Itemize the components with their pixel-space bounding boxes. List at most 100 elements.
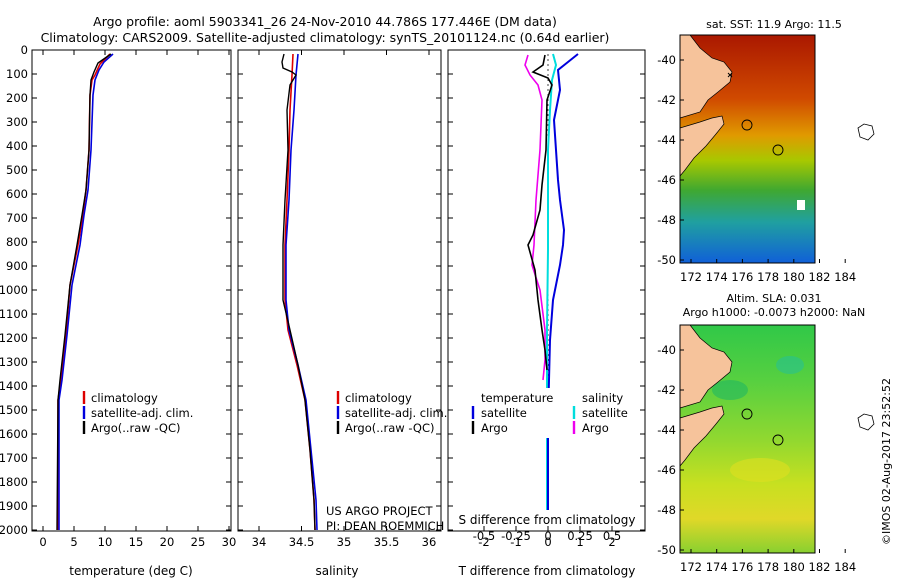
s-tick-label: 0: [544, 529, 551, 543]
sal-legend-argo: Argo(..raw -QC): [345, 421, 435, 435]
salinity-satellite-line: [285, 53, 318, 531]
pi-label: PI: DEAN ROEMMICH: [326, 519, 444, 533]
depth-tick-label: 100: [6, 67, 28, 81]
x-tick-label: 0: [39, 535, 46, 549]
lon-tick-label: 172: [680, 270, 702, 284]
depth-tick-label: 1400: [0, 379, 28, 393]
sst-map-title: sat. SST: 11.9 Argo: 11.5: [706, 18, 842, 31]
depth-tick-label: 1500: [0, 403, 28, 417]
diff-legend-argo-t: Argo: [481, 421, 508, 435]
depth-tick-label: 1200: [0, 331, 28, 345]
north-island-land: [679, 34, 733, 119]
lat-tick-label: -42: [657, 93, 676, 107]
x-tick-label: 34: [252, 535, 267, 549]
s-tick-label: -0.5: [473, 529, 495, 543]
lat-tick-label: -42: [657, 383, 676, 397]
diff-legend-argo-s: Argo: [582, 421, 609, 435]
depth-tick-label: 1800: [0, 475, 28, 489]
lon-tick-label: 174: [706, 270, 728, 284]
lon-tick-label: 182: [809, 270, 831, 284]
temperature-axis-label: temperature (deg C): [69, 564, 192, 578]
depth-tick-label: 2000: [0, 523, 28, 537]
salinity-argo-line: [281, 53, 316, 531]
island-outline: [857, 413, 875, 431]
argo-s-difference-line: [524, 54, 546, 381]
sla-feature: [730, 458, 790, 482]
imos-timestamp: ©IMOS 02-Aug-2017 23:52:52: [880, 378, 893, 545]
x-tick-label: -2: [478, 535, 489, 549]
island-outline: [857, 123, 875, 141]
lon-tick-label: 180: [783, 270, 805, 284]
x-tick-label: 20: [160, 535, 175, 549]
depth-tick-label: 900: [6, 259, 28, 273]
lat-tick-label: -44: [657, 423, 676, 437]
x-tick-label: 30: [222, 535, 237, 549]
difference-legend-box: [470, 388, 640, 438]
lon-tick-label: 184: [834, 270, 856, 284]
depth-tick-label: 600: [6, 187, 28, 201]
float-track-marker: [727, 72, 733, 78]
sst-map-frame: [679, 34, 816, 264]
sat-t-difference-line: [547, 53, 579, 510]
chatham-marker: [741, 119, 753, 131]
sla-map: [679, 324, 875, 554]
lon-tick-label: 172: [680, 560, 702, 574]
s-tick-label: 0.25: [567, 529, 593, 543]
x-tick-label: 25: [191, 535, 206, 549]
lon-tick-label: 178: [757, 270, 779, 284]
lat-tick-label: -50: [657, 543, 676, 557]
sal-legend-climatology: climatology: [345, 391, 412, 405]
temp-legend-argo: Argo(..raw -QC): [91, 421, 181, 435]
lat-tick-label: -40: [657, 53, 676, 67]
x-tick-label: 5: [70, 535, 77, 549]
difference-x-axis: -2 -1 0 1 2 -0.5 -0.25 0 0.25 0.5: [473, 526, 621, 549]
x-tick-label: 35: [337, 535, 352, 549]
float-location-marker: [772, 144, 784, 156]
plot-title-line2: Climatology: CARS2009. Satellite-adjuste…: [40, 30, 610, 45]
salinity-x-axis: 34 34.5 35 35.5 36: [252, 50, 437, 549]
depth-tick-label: 400: [6, 139, 28, 153]
depth-tick-label: 200: [6, 91, 28, 105]
x-tick-label: 15: [129, 535, 144, 549]
t-difference-axis-label: T difference from climatology: [458, 564, 636, 578]
lon-tick-label: 182: [809, 560, 831, 574]
x-tick-label: 34.5: [289, 535, 315, 549]
depth-tick-label: 300: [6, 115, 28, 129]
lat-tick-label: -48: [657, 503, 676, 517]
plot-title-line1: Argo profile: aoml 5903341_26 24-Nov-201…: [93, 14, 557, 29]
diff-legend-sat-t: satellite: [481, 406, 527, 420]
temperature-climatology-line: [57, 53, 111, 530]
salinity-axis-label: salinity: [315, 564, 358, 578]
lat-tick-label: -46: [657, 463, 676, 477]
s-tick-label: 0.5: [603, 529, 621, 543]
diff-legend-sal-title: salinity: [582, 391, 623, 405]
sst-map: [679, 34, 875, 264]
depth-tick-label: 500: [6, 163, 28, 177]
chatham-marker: [741, 408, 753, 420]
s-difference-axis-label: S difference from climatology: [459, 513, 636, 527]
sla-feature: [776, 356, 804, 374]
project-label: US ARGO PROJECT: [326, 504, 434, 518]
depth-axis: 0 100 200 300 400 500 600 700 800 900 1000 1100 1200…: [0, 43, 645, 537]
x-tick-label: 10: [98, 535, 113, 549]
temp-legend-climatology: climatology: [91, 391, 158, 405]
sla-map-frame: [679, 324, 816, 554]
lon-tick-label: 180: [783, 560, 805, 574]
south-island-land: [679, 115, 725, 177]
x-tick-label: -1: [510, 535, 521, 549]
diff-legend-sat-s: satellite: [582, 406, 628, 420]
missing-data-patch: [797, 200, 805, 210]
lon-tick-label: 178: [757, 560, 779, 574]
x-tick-label: 36: [422, 535, 437, 549]
x-tick-label: 35.5: [374, 535, 400, 549]
depth-tick-label: 700: [6, 211, 28, 225]
lat-tick-label: -50: [657, 253, 676, 267]
lon-tick-label: 174: [706, 560, 728, 574]
depth-tick-label: 1700: [0, 451, 28, 465]
float-location-marker: [772, 434, 784, 446]
argo-t-difference-line: [527, 54, 553, 371]
temp-legend-satellite: satellite-adj. clim.: [91, 406, 193, 420]
diff-legend-temp-title: temperature: [481, 391, 553, 405]
lat-tick-label: -48: [657, 213, 676, 227]
